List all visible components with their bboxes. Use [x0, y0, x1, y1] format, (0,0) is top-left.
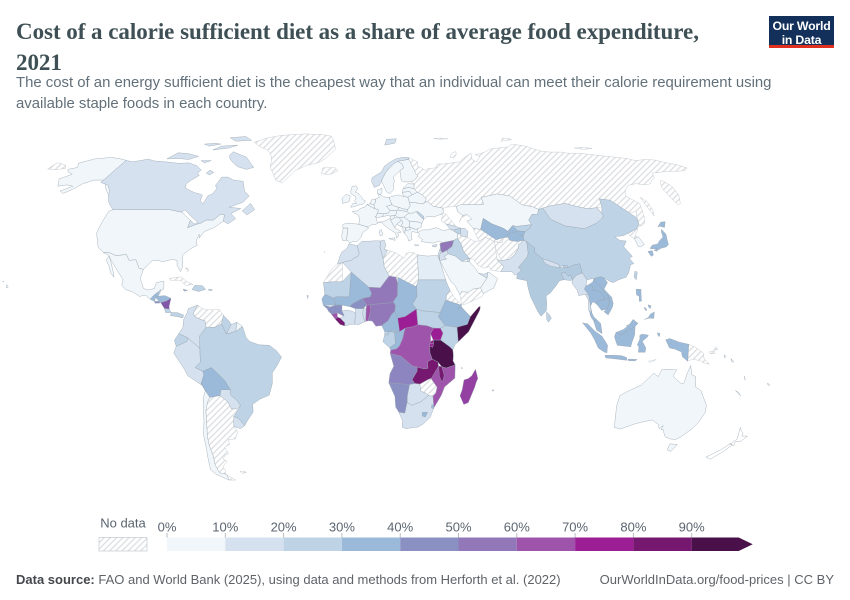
svg-text:No data: No data [100, 516, 146, 531]
svg-text:90%: 90% [679, 520, 705, 535]
svg-text:20%: 20% [271, 520, 297, 535]
svg-text:30%: 30% [329, 520, 355, 535]
svg-text:40%: 40% [387, 520, 413, 535]
svg-text:60%: 60% [504, 520, 530, 535]
svg-text:0%: 0% [158, 520, 177, 535]
svg-text:70%: 70% [562, 520, 588, 535]
svg-text:10%: 10% [212, 520, 238, 535]
svg-text:50%: 50% [445, 520, 471, 535]
svg-text:80%: 80% [620, 520, 646, 535]
